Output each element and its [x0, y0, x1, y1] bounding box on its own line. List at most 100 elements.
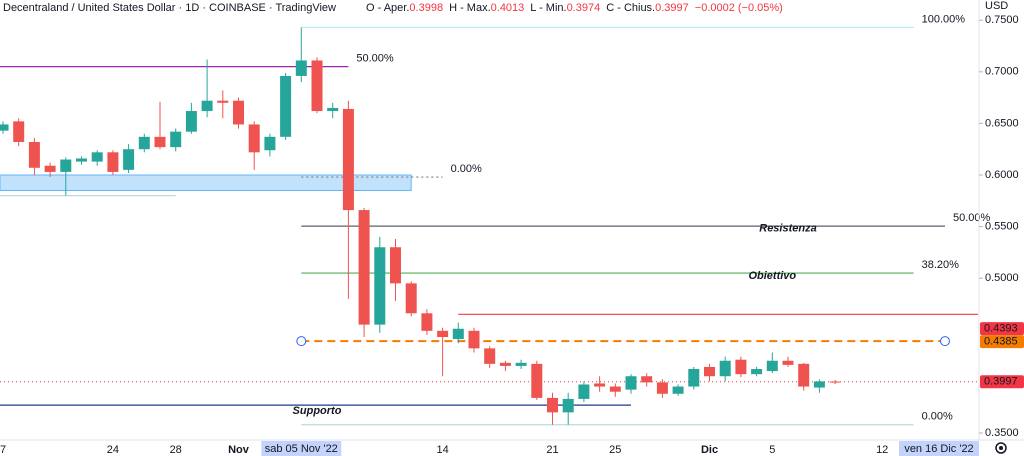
- candle-body: [358, 210, 370, 325]
- candle-body: [201, 100, 213, 112]
- candle-body: [295, 60, 307, 76]
- candle-body: [499, 362, 511, 366]
- candle-body: [421, 313, 433, 331]
- price-label-text: 0.4393: [984, 323, 1018, 335]
- candle-body: [44, 165, 56, 172]
- header-change: −0.0002 (−0.05%): [695, 2, 783, 14]
- candle-body: [719, 360, 731, 377]
- candle-body: [13, 121, 25, 142]
- candle-body: [390, 247, 401, 284]
- x-cursor-box: [261, 441, 342, 456]
- candle-body: [217, 100, 229, 103]
- candle-body: [829, 381, 841, 383]
- x-cursor-label: ven 16 Dic '22: [904, 443, 973, 455]
- candle-body: [766, 360, 778, 372]
- price-label-box: [980, 335, 1024, 349]
- header-label: O - Aper.: [366, 2, 409, 14]
- header-value: 0.4013: [491, 2, 525, 14]
- candle-body: [641, 376, 653, 383]
- candle-body: [813, 381, 825, 388]
- x-tick-label: 24: [107, 444, 119, 456]
- candle-body: [704, 366, 715, 377]
- candle-body: [138, 136, 150, 150]
- x-tick-label: 14: [436, 444, 448, 456]
- settings-gear[interactable]: [995, 442, 1007, 454]
- candle-body: [578, 384, 590, 399]
- candle-body: [327, 107, 339, 112]
- zone: [0, 174, 412, 191]
- header: Decentraland / United States Dollar · 1D…: [3, 2, 783, 14]
- price-label: 0.4385: [980, 335, 1024, 349]
- level-label: 38.20%: [922, 259, 960, 271]
- candle-body: [185, 111, 197, 132]
- level-label: 50.00%: [356, 53, 394, 65]
- level-label: 50.00%: [953, 212, 991, 224]
- x-cursor-label: sab 05 Nov '22: [265, 443, 338, 455]
- y-tick-label: 0.7000: [985, 66, 1019, 78]
- y-tick-label: 0.3500: [985, 427, 1019, 439]
- header-label: C - Chius.: [606, 2, 655, 14]
- candle-body: [123, 149, 135, 170]
- candle-body: [91, 152, 103, 162]
- header-title: Decentraland / United States Dollar · 1D…: [3, 2, 336, 14]
- candle-body: [170, 131, 182, 148]
- settings-gear-center[interactable]: [999, 446, 1003, 450]
- candle-body: [547, 397, 558, 413]
- candle-body: [154, 136, 166, 148]
- line-handle: [296, 336, 307, 347]
- x-tick-label: 7: [0, 444, 6, 456]
- x-tick-label: Dic: [701, 444, 718, 456]
- level-label: 0.00%: [451, 163, 482, 175]
- x-tick-label: 12: [876, 444, 888, 456]
- candle-body: [264, 136, 276, 151]
- candle-body: [609, 386, 621, 392]
- candle-body: [688, 369, 700, 387]
- candle-body: [374, 247, 386, 325]
- y-tick-label: 0.6500: [985, 117, 1019, 129]
- level-label: 100.00%: [922, 13, 966, 25]
- candle-body: [280, 75, 292, 137]
- level-label: 0.00%: [922, 411, 953, 423]
- candle-body: [107, 152, 119, 172]
- candle-body: [405, 283, 417, 314]
- x-tick-label: Nov: [228, 444, 250, 456]
- candle-body: [28, 141, 40, 168]
- candle-body: [735, 359, 747, 375]
- price-label-box: [980, 375, 1024, 389]
- annotation: Supporto: [293, 405, 342, 417]
- candle-body: [562, 398, 574, 413]
- candle-body: [515, 362, 527, 366]
- price-label-text: 0.4385: [984, 336, 1018, 348]
- header-label: L - Min.: [530, 2, 566, 14]
- candle-body: [60, 159, 72, 172]
- price-label-text: 0.3997: [984, 376, 1018, 388]
- line-handle: [940, 336, 950, 347]
- candle-body: [751, 369, 763, 375]
- price-label: 0.3997: [980, 375, 1024, 389]
- candle-body: [468, 330, 480, 349]
- annotation: Resistenza: [759, 223, 816, 235]
- candle-body: [798, 363, 810, 387]
- candle-body: [672, 386, 684, 394]
- settings-icon[interactable]: [995, 442, 1007, 454]
- candle-body: [76, 158, 87, 162]
- candle-body: [531, 363, 543, 398]
- y-tick-label: 0.5500: [985, 221, 1019, 233]
- header-value: 0.3997: [655, 2, 689, 14]
- candle-body: [656, 382, 668, 394]
- x-cursor-box: [899, 441, 979, 456]
- annotation: Obiettivo: [748, 270, 796, 282]
- x-tick-label: 25: [609, 444, 621, 456]
- x-tick-label: 28: [170, 444, 182, 456]
- header-value: 0.3998: [409, 2, 443, 14]
- candle-body: [437, 330, 449, 338]
- candle-body: [594, 383, 606, 387]
- x-tick-label: 5: [769, 444, 775, 456]
- candle-body: [248, 124, 260, 153]
- price-label-box: [980, 322, 1024, 336]
- y-tick-label: 0.5000: [985, 272, 1019, 284]
- x-tick-label: 21: [546, 444, 558, 456]
- currency-label: USD: [985, 0, 1008, 12]
